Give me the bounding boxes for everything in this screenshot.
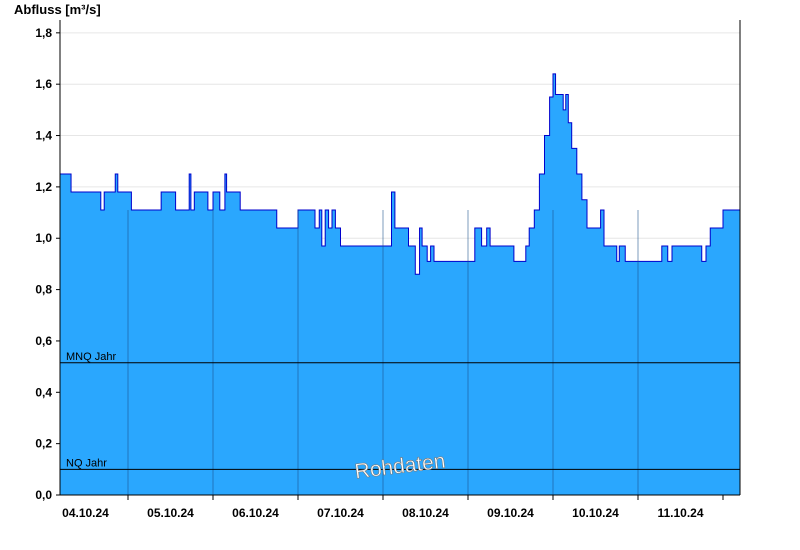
y-tick-label-9: 1,8	[35, 26, 52, 40]
y-tick-label-8: 1,6	[35, 77, 52, 91]
series-layer	[60, 73, 740, 496]
x-tick-label-7: 11.10.24	[657, 506, 703, 520]
x-tick-label-3: 07.10.24	[317, 506, 364, 520]
y-tick-label-3: 0,6	[35, 334, 52, 348]
x-tick-label-2: 06.10.24	[232, 506, 279, 520]
y-tick-label-2: 0,4	[35, 385, 52, 399]
y-tick-label-5: 1,0	[35, 231, 52, 245]
axes-frame	[59, 20, 741, 496]
x-ticks: 04.10.24 05.10.24 06.10.24 07.10.24 08.10.24…	[62, 495, 724, 520]
y-ticks: 0,0 0,2 0,4 0,6 0,8 1,0 1,2 1,4 1,6 1,8	[35, 26, 60, 502]
y-tick-label-6: 1,2	[35, 180, 52, 194]
x-tick-label-6: 10.10.24	[572, 506, 619, 520]
discharge-area	[60, 73, 740, 496]
y-tick-label-0: 0,0	[35, 488, 52, 502]
reference-label-1: NQ Jahr	[66, 457, 107, 469]
y-tick-label-1: 0,2	[35, 437, 52, 451]
x-tick-label-1: 05.10.24	[147, 506, 194, 520]
reference-lines: MNQ Jahr NQ Jahr	[60, 351, 740, 470]
y-tick-label-4: 0,8	[35, 283, 52, 297]
discharge-line	[60, 73, 740, 275]
x-tick-label-4: 08.10.24	[402, 506, 449, 520]
reference-label-0: MNQ Jahr	[66, 351, 116, 363]
x-tick-label-5: 09.10.24	[487, 506, 534, 520]
y-axis-title: Abfluss [m³/s]	[14, 2, 101, 17]
x-tick-label-0: 04.10.24	[62, 506, 109, 520]
y-tick-label-7: 1,4	[35, 129, 52, 143]
